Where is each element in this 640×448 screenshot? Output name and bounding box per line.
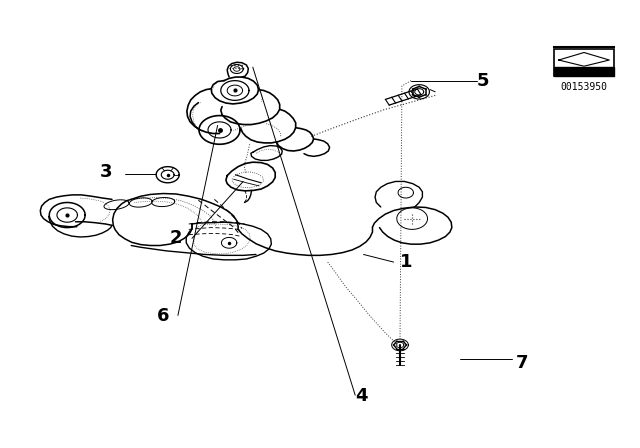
Polygon shape (554, 67, 614, 76)
Text: 6: 6 (157, 307, 170, 325)
Text: 1: 1 (400, 253, 413, 271)
Text: 2: 2 (170, 229, 182, 247)
Text: 00153950: 00153950 (561, 82, 607, 92)
Text: 3: 3 (99, 164, 112, 181)
Polygon shape (559, 52, 609, 66)
Bar (554, 49, 614, 76)
Text: 4: 4 (355, 388, 368, 405)
Text: 7: 7 (515, 354, 528, 372)
Text: 5: 5 (477, 72, 490, 90)
